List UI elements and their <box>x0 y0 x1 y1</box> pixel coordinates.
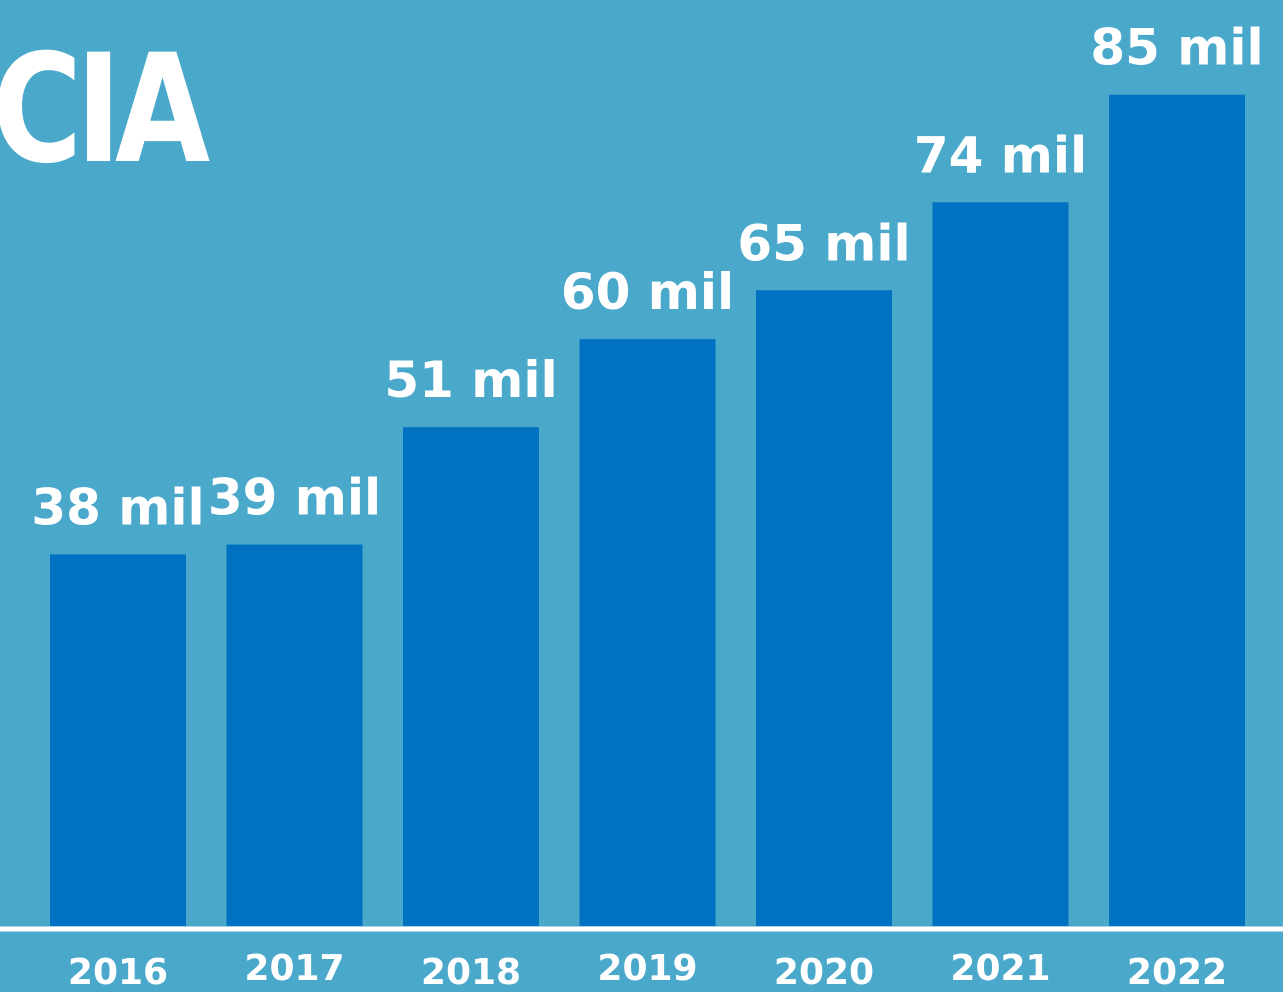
category-label-2019: 2019 <box>597 948 697 989</box>
category-label-2022: 2022 <box>1127 952 1227 992</box>
headline-fragment: CIA <box>0 23 210 197</box>
category-label-2018: 2018 <box>421 952 521 992</box>
category-label-2020: 2020 <box>774 952 874 992</box>
bar-2021 <box>932 202 1069 926</box>
value-label-2016: 38 mil <box>31 478 204 536</box>
category-labels-group: 2016 2017 2018 2019 2020 2021 2022 <box>68 948 1227 992</box>
bar-2016 <box>50 554 186 926</box>
bar-2020 <box>756 290 892 926</box>
bar-2018 <box>403 427 539 926</box>
bar-2022 <box>1109 94 1245 926</box>
bars-group <box>50 94 1245 926</box>
bar-2019 <box>579 339 716 926</box>
value-label-2022: 85 mil <box>1090 19 1263 77</box>
category-label-2021: 2021 <box>950 948 1050 989</box>
value-label-2021: 74 mil <box>914 126 1087 184</box>
bar-2017 <box>226 544 363 926</box>
value-label-2020: 65 mil <box>737 214 910 272</box>
value-label-2019: 60 mil <box>561 263 734 321</box>
value-label-2018: 51 mil <box>384 351 557 409</box>
category-label-2017: 2017 <box>244 948 344 989</box>
value-label-2017: 39 mil <box>208 469 381 527</box>
category-label-2016: 2016 <box>68 952 168 992</box>
